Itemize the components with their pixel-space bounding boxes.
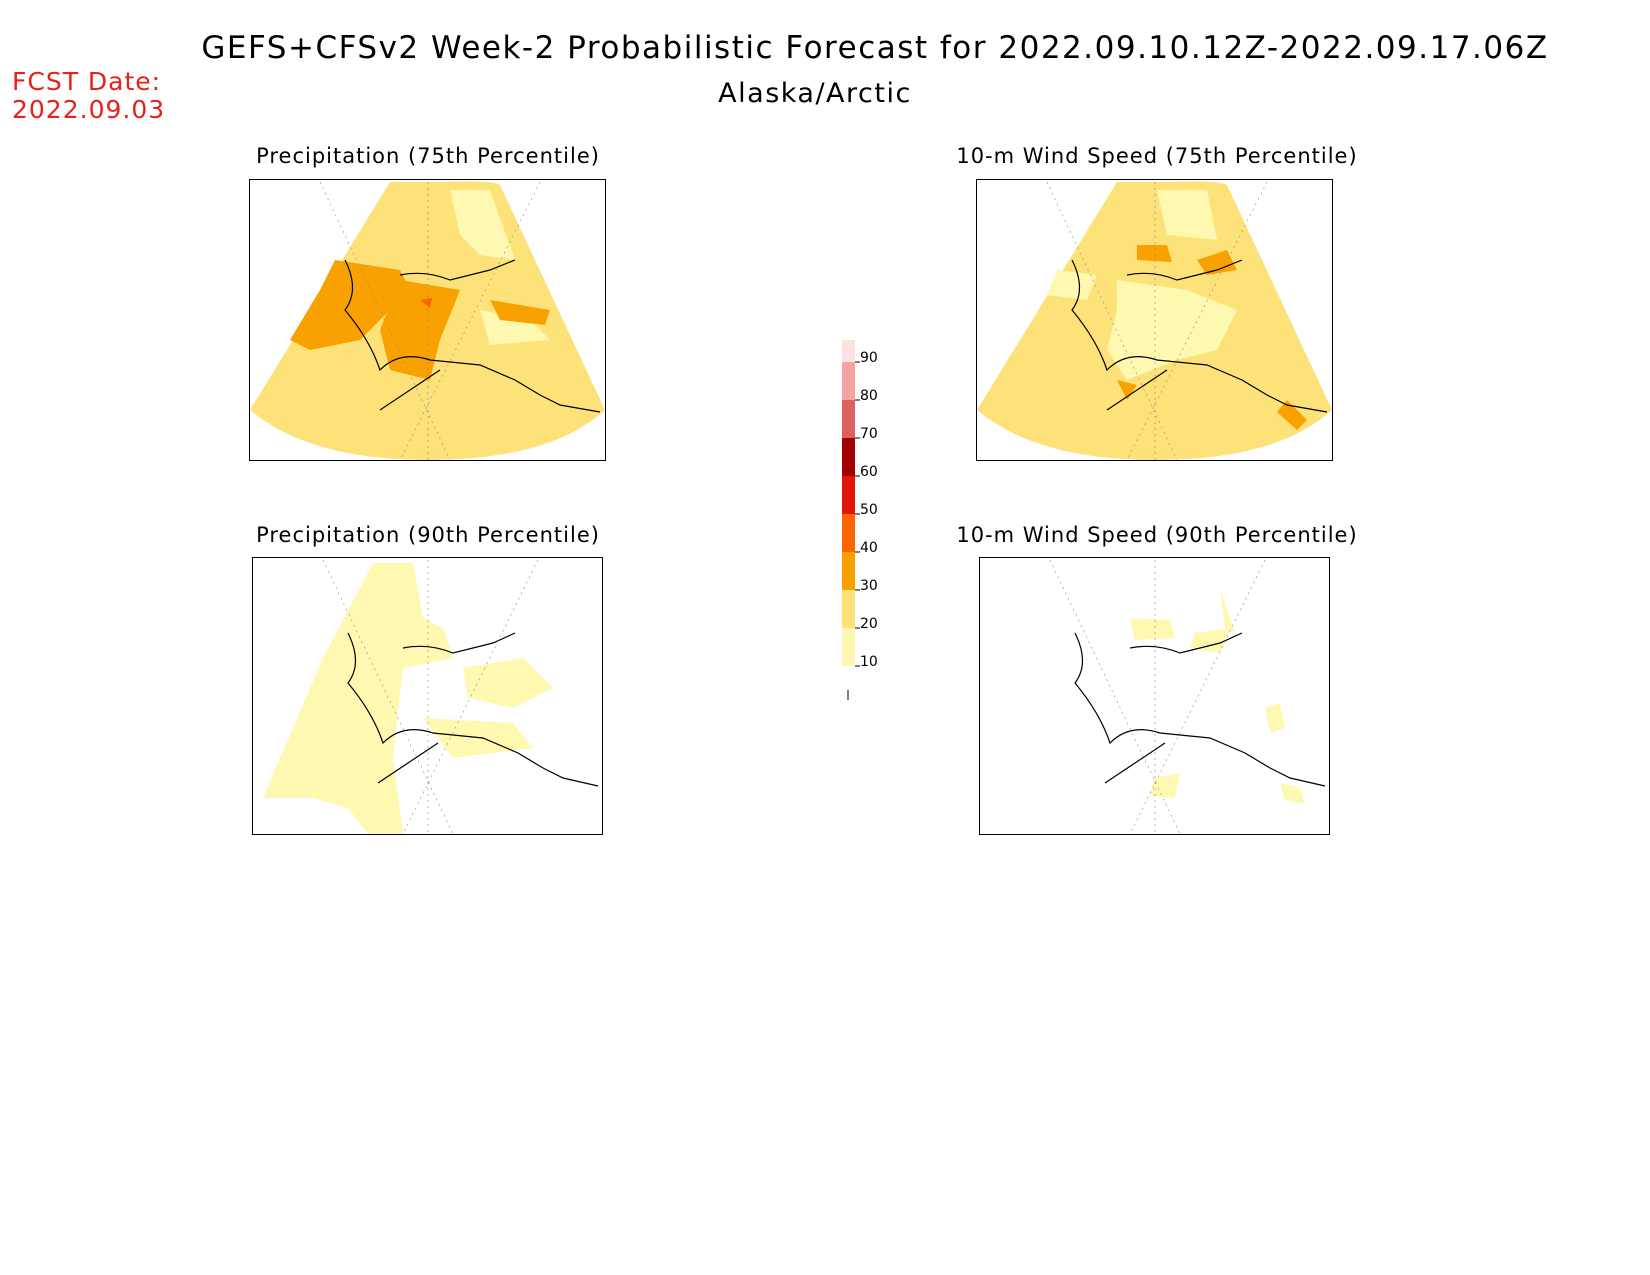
colorbar-bin-10-20 [842, 628, 855, 666]
colorbar-label-60: 60 [860, 464, 878, 480]
coastline [347, 632, 599, 787]
figure-title: GEFS+CFSv2 Week-2 Probabilistic Forecast… [201, 30, 1549, 66]
shade-10-20 [1130, 618, 1175, 640]
map-wind75 [977, 181, 1332, 460]
coastline [377, 742, 439, 784]
colorbar-label-80: 80 [860, 388, 878, 404]
shade-10-20 [1150, 773, 1180, 798]
shade-10-20 [463, 658, 553, 708]
shade-10-20 [450, 190, 515, 260]
map-panel-precip75 [249, 179, 606, 461]
graticule [319, 181, 541, 460]
map-panel-wind75 [976, 179, 1333, 461]
panel-title-wind75: 10-m Wind Speed (75th Percentile) [956, 144, 1358, 168]
colorbar-bin-80-90 [842, 362, 855, 400]
coastline [1126, 259, 1243, 281]
colorbar: 90 80 70 60 50 40 30 20 10 [820, 334, 900, 740]
coastline [1074, 632, 1326, 787]
shade-10-20 [1107, 280, 1237, 380]
colorbar-svg [842, 334, 860, 700]
shade-10-20 [480, 310, 550, 345]
forecast-date-value: 2022.09.03 [12, 95, 166, 124]
colorbar-bin-50-60 [842, 476, 855, 514]
coastline [344, 259, 601, 413]
shade-10-20 [1265, 703, 1285, 733]
colorbar-bin-30-40 [842, 552, 855, 590]
shade-10-20 [1047, 270, 1097, 300]
shade-10-20 [1220, 588, 1235, 633]
map-panel-precip90 [252, 557, 603, 835]
coastline [1104, 742, 1166, 784]
map-precip75 [250, 181, 605, 460]
shade-30-40 [1117, 380, 1137, 400]
coastline [1071, 259, 1328, 413]
forecast-date-label: FCST Date: [12, 67, 162, 96]
graticule [1046, 181, 1268, 460]
coastline [379, 369, 441, 411]
shade-40-50 [420, 298, 432, 308]
panel-title-wind90: 10-m Wind Speed (90th Percentile) [956, 523, 1358, 547]
coastline [399, 259, 516, 281]
shade-30-40 [290, 260, 410, 350]
panel-title-precip90: Precipitation (90th Percentile) [256, 523, 600, 547]
colorbar-label-40: 40 [860, 540, 878, 556]
graticule [322, 559, 539, 834]
figure-subtitle: Alaska/Arctic [718, 78, 912, 109]
map-wind90 [1049, 559, 1326, 834]
colorbar-label-50: 50 [860, 502, 878, 518]
panel-title-precip75: Precipitation (75th Percentile) [256, 144, 600, 168]
colorbar-bin-20-30 [842, 590, 855, 628]
colorbar-bin-60-70 [842, 438, 855, 476]
shade-10-20 [1190, 628, 1230, 653]
colorbar-label-70: 70 [860, 426, 878, 442]
shade-30-40 [1197, 250, 1237, 275]
shade-10-20 [1157, 190, 1217, 240]
colorbar-label-30: 30 [860, 578, 878, 594]
coastline [1129, 632, 1243, 654]
colorbar-bin-90-100 [842, 334, 855, 362]
map-panel-wind90 [979, 557, 1330, 835]
coastline [402, 632, 516, 654]
shade-30-40 [1137, 245, 1172, 262]
shade-30-40 [490, 300, 550, 325]
shade-30-40 [380, 280, 460, 380]
colorbar-label-10: 10 [860, 654, 878, 670]
colorbar-label-90: 90 [860, 350, 878, 366]
graticule [1049, 559, 1266, 834]
forecast-date-block: FCST Date: 2022.09.03 [12, 68, 165, 124]
shade-10-20 [1280, 783, 1305, 804]
shade-10-20 [263, 563, 453, 834]
colorbar-bin-70-80 [842, 400, 855, 438]
map-precip90 [263, 559, 599, 834]
colorbar-label-20: 20 [860, 616, 878, 632]
colorbar-bin-40-50 [842, 514, 855, 552]
shade-30-40 [1277, 400, 1307, 430]
coastline [1106, 369, 1168, 411]
